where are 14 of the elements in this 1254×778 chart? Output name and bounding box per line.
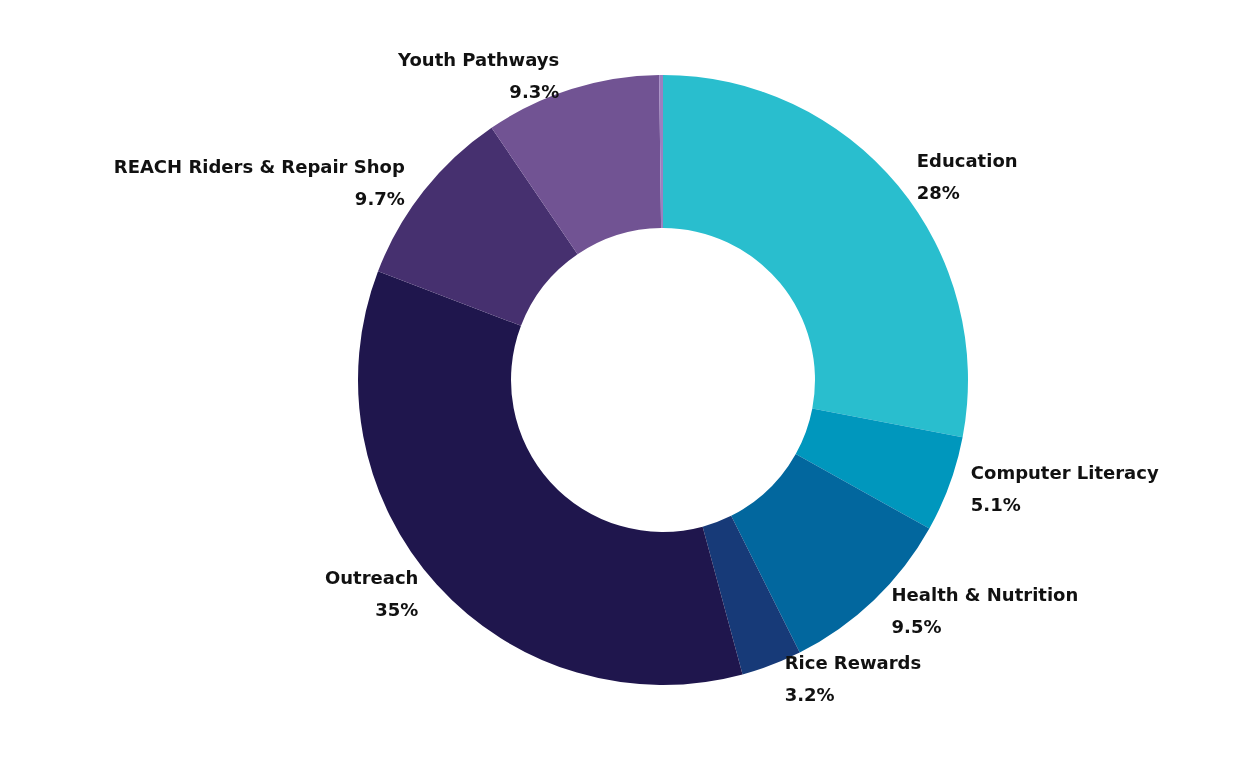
slice-label: Outreach (324, 567, 419, 589)
slice-label: Health & Nutrition (891, 583, 1079, 605)
data-label: 9.7% (354, 187, 405, 209)
data-label: 3.2% (784, 683, 835, 705)
slice-label: Education (916, 150, 1018, 172)
slice-label: Rice Rewards (784, 651, 922, 673)
data-label: 9.3% (509, 81, 560, 103)
data-label: 9.5% (891, 615, 942, 637)
slice-label: Computer Literacy (970, 462, 1159, 484)
data-label: 5.1% (970, 494, 1021, 516)
data-label: 35% (375, 599, 419, 621)
data-label: 28% (916, 182, 960, 204)
slice-label: Youth Pathways (397, 49, 560, 71)
slice-label: REACH Riders & Repair Shop (113, 155, 405, 177)
